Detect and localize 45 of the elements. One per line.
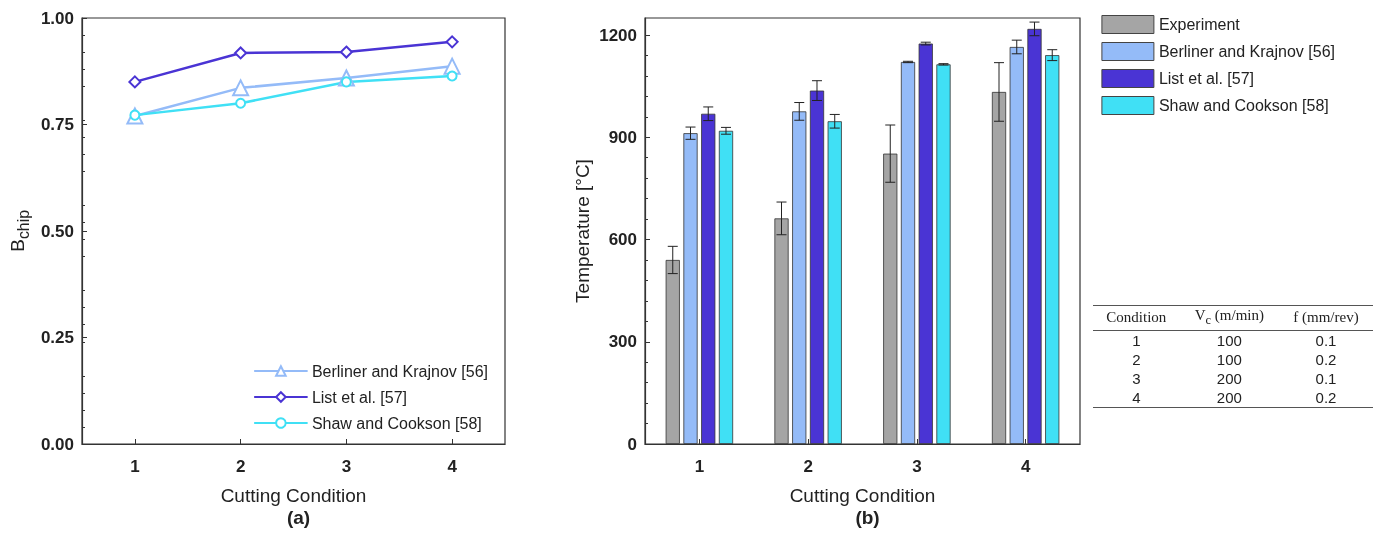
x-tick-label: 3 xyxy=(341,457,352,476)
y-tick-label: 0 xyxy=(627,434,637,454)
x-axis-title: Cutting Condition xyxy=(789,485,936,506)
text: 2 xyxy=(1131,350,1142,369)
x-tick-label: 4 xyxy=(1020,457,1031,476)
y-tick-label: 0.50 xyxy=(40,221,74,241)
text: V$_{c}$ (m/min) xyxy=(1179,305,1279,331)
text: 100 xyxy=(1215,331,1243,350)
legend-label: Shaw and Cookson [58] xyxy=(311,414,482,432)
x-tick-label: 3 xyxy=(912,457,922,476)
y-axis-title: Temperature [°C] xyxy=(571,159,594,303)
x-tick-label: 1 xyxy=(694,457,705,476)
y-tick-label: 900 xyxy=(608,127,637,147)
text: 0.2 xyxy=(1314,350,1338,369)
y-tick-label: 1.00 xyxy=(40,8,74,28)
y-tick-label: 0.25 xyxy=(40,328,74,347)
x-tick-label: 2 xyxy=(235,457,246,476)
y-tick-label: 0.75 xyxy=(40,115,74,134)
text: 0.1 xyxy=(1314,331,1338,350)
legend-label: Experiment xyxy=(1158,16,1241,33)
text: 3 xyxy=(1131,369,1142,388)
x-axis-title: Cutting Condition xyxy=(220,485,367,506)
y-tick-label: 600 xyxy=(608,230,637,250)
text: 4 xyxy=(1131,388,1142,408)
text: Condition xyxy=(1093,305,1180,331)
legend-label: Berliner and Krajnov [56] xyxy=(311,362,489,380)
x-tick-label: 4 xyxy=(447,457,458,476)
y-tick-label: 0.00 xyxy=(40,434,74,454)
text: (b) xyxy=(855,507,880,528)
text: 0.2 xyxy=(1314,388,1338,408)
text: (a) xyxy=(286,507,311,528)
text: f (mm/rev) xyxy=(1279,305,1373,331)
x-tick-label: 2 xyxy=(803,457,813,476)
text: 0.1 xyxy=(1314,369,1338,388)
y-tick-label: 300 xyxy=(608,332,637,352)
text: 200 xyxy=(1215,388,1243,408)
text: 200 xyxy=(1215,369,1243,388)
legend-label: Shaw and Cookson [58] xyxy=(1158,97,1329,114)
legend-label: List et al. [57] xyxy=(311,388,408,406)
legend-label: List et al. [57] xyxy=(1158,70,1255,87)
legend-label: Berliner and Krajnov [56] xyxy=(1158,43,1336,60)
text: 100 xyxy=(1215,350,1243,369)
text: 1 xyxy=(1131,331,1142,350)
x-tick-label: 1 xyxy=(130,457,140,476)
y-tick-label: 1200 xyxy=(599,25,637,45)
